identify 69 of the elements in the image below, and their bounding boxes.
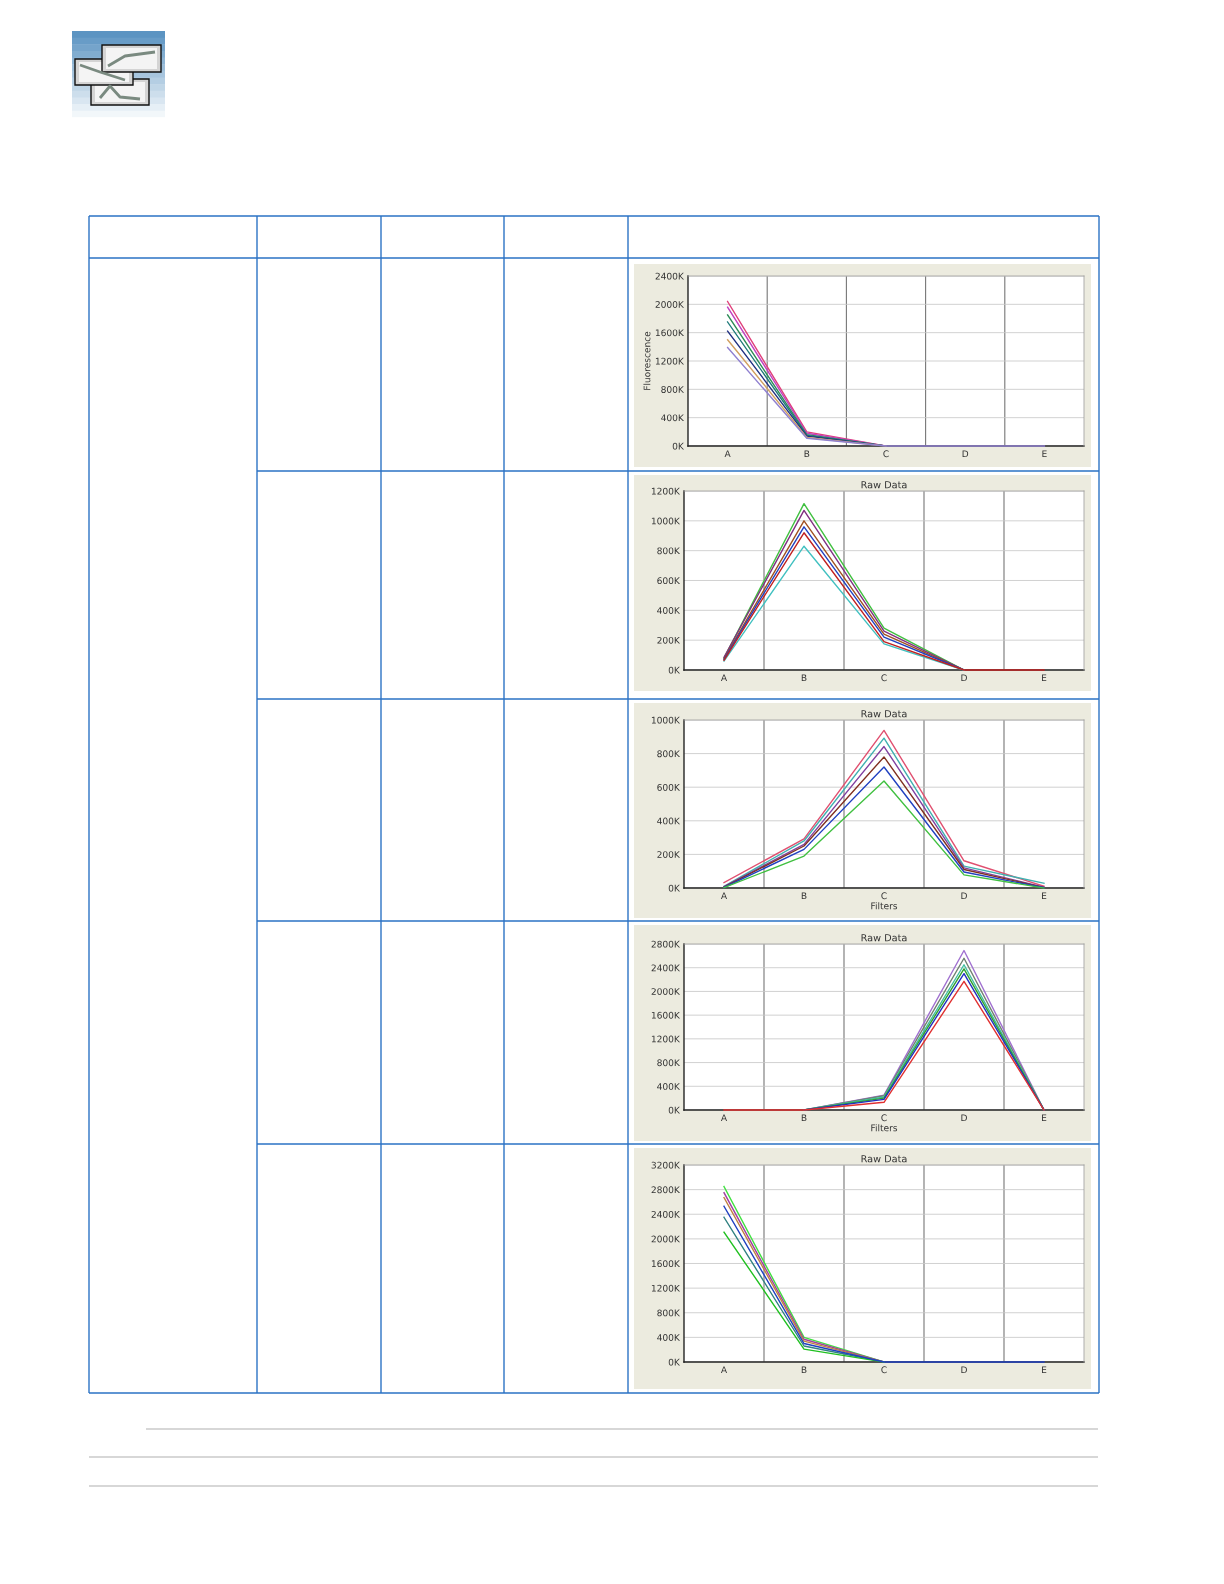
x-tick-label: A <box>720 892 728 900</box>
x-tick-label: D <box>962 450 969 458</box>
y-tick-label: 0K <box>672 442 685 450</box>
x-tick-label: A <box>720 674 728 682</box>
y-tick-label: 400K <box>661 414 685 422</box>
x-tick-label: E <box>1042 1366 1047 1374</box>
y-tick-label: 200K <box>657 851 681 858</box>
chart-title: Raw Data <box>861 934 907 942</box>
chart-title: Raw Data <box>861 1155 907 1163</box>
y-tick-label: 800K <box>661 386 685 393</box>
x-axis-title: Filters <box>871 1124 898 1132</box>
y-tick-label: 2000K <box>651 1235 681 1243</box>
y-tick-label: 1000K <box>651 517 681 525</box>
x-tick-label: A <box>720 1114 728 1122</box>
x-tick-label: C <box>881 892 887 900</box>
y-tick-label: 800K <box>657 1309 681 1317</box>
y-tick-label: 800K <box>657 547 681 555</box>
x-tick-label: C <box>881 1114 887 1122</box>
y-tick-label: 2000K <box>655 301 685 308</box>
y-tick-label: 1600K <box>655 329 685 337</box>
x-tick-label: B <box>801 1114 807 1122</box>
y-tick-label: 600K <box>657 577 681 585</box>
x-tick-label: D <box>961 1366 967 1374</box>
y-tick-label: 2400K <box>651 964 681 972</box>
x-tick-label: E <box>1042 1114 1047 1122</box>
x-axis-title: Filters <box>871 902 898 910</box>
y-tick-label: 400K <box>657 1083 681 1090</box>
y-tick-label: 2800K <box>651 940 681 948</box>
x-tick-label: D <box>961 1114 967 1122</box>
y-tick-label: 0K <box>668 666 681 674</box>
y-tick-label: 2000K <box>651 988 681 995</box>
x-tick-label: B <box>804 450 810 458</box>
y-tick-label: 1200K <box>651 487 681 495</box>
x-tick-label: C <box>883 450 889 458</box>
x-tick-label: E <box>1042 450 1047 458</box>
y-tick-label: 1600K <box>651 1260 681 1268</box>
y-tick-label: 1200K <box>651 1284 681 1292</box>
y-tick-label: 1000K <box>651 716 681 724</box>
y-tick-label: 2800K <box>651 1186 681 1194</box>
y-tick-label: 800K <box>657 750 681 758</box>
y-tick-label: 1600K <box>651 1011 681 1019</box>
x-tick-label: B <box>801 1366 807 1374</box>
chart-title: Raw Data <box>861 710 907 718</box>
y-tick-label: 3200K <box>651 1161 681 1169</box>
y-tick-label: 0K <box>668 1358 681 1366</box>
x-tick-label: B <box>801 674 807 682</box>
x-tick-label: E <box>1042 674 1047 682</box>
y-tick-label: 2400K <box>655 272 685 280</box>
x-tick-label: A <box>724 450 731 458</box>
x-tick-label: C <box>881 674 887 682</box>
y-tick-label: 400K <box>657 607 681 614</box>
chart-title: Raw Data <box>861 481 907 489</box>
y-axis-title: Fluorescence <box>643 331 651 390</box>
x-tick-label: C <box>881 1366 887 1374</box>
y-tick-label: 1200K <box>655 357 685 365</box>
x-tick-label: D <box>961 674 967 682</box>
y-tick-label: 1200K <box>651 1035 681 1043</box>
x-tick-label: D <box>961 892 967 900</box>
y-tick-label: 600K <box>657 783 681 791</box>
y-tick-label: 400K <box>657 817 681 825</box>
y-tick-label: 800K <box>657 1059 681 1067</box>
y-tick-label: 2400K <box>651 1210 681 1218</box>
y-tick-label: 0K <box>668 884 681 892</box>
y-tick-label: 200K <box>657 636 681 644</box>
x-tick-label: B <box>801 892 807 900</box>
x-tick-label: A <box>720 1366 728 1374</box>
y-tick-label: 0K <box>668 1106 681 1114</box>
y-tick-label: 400K <box>657 1334 681 1341</box>
x-tick-label: E <box>1042 892 1047 900</box>
